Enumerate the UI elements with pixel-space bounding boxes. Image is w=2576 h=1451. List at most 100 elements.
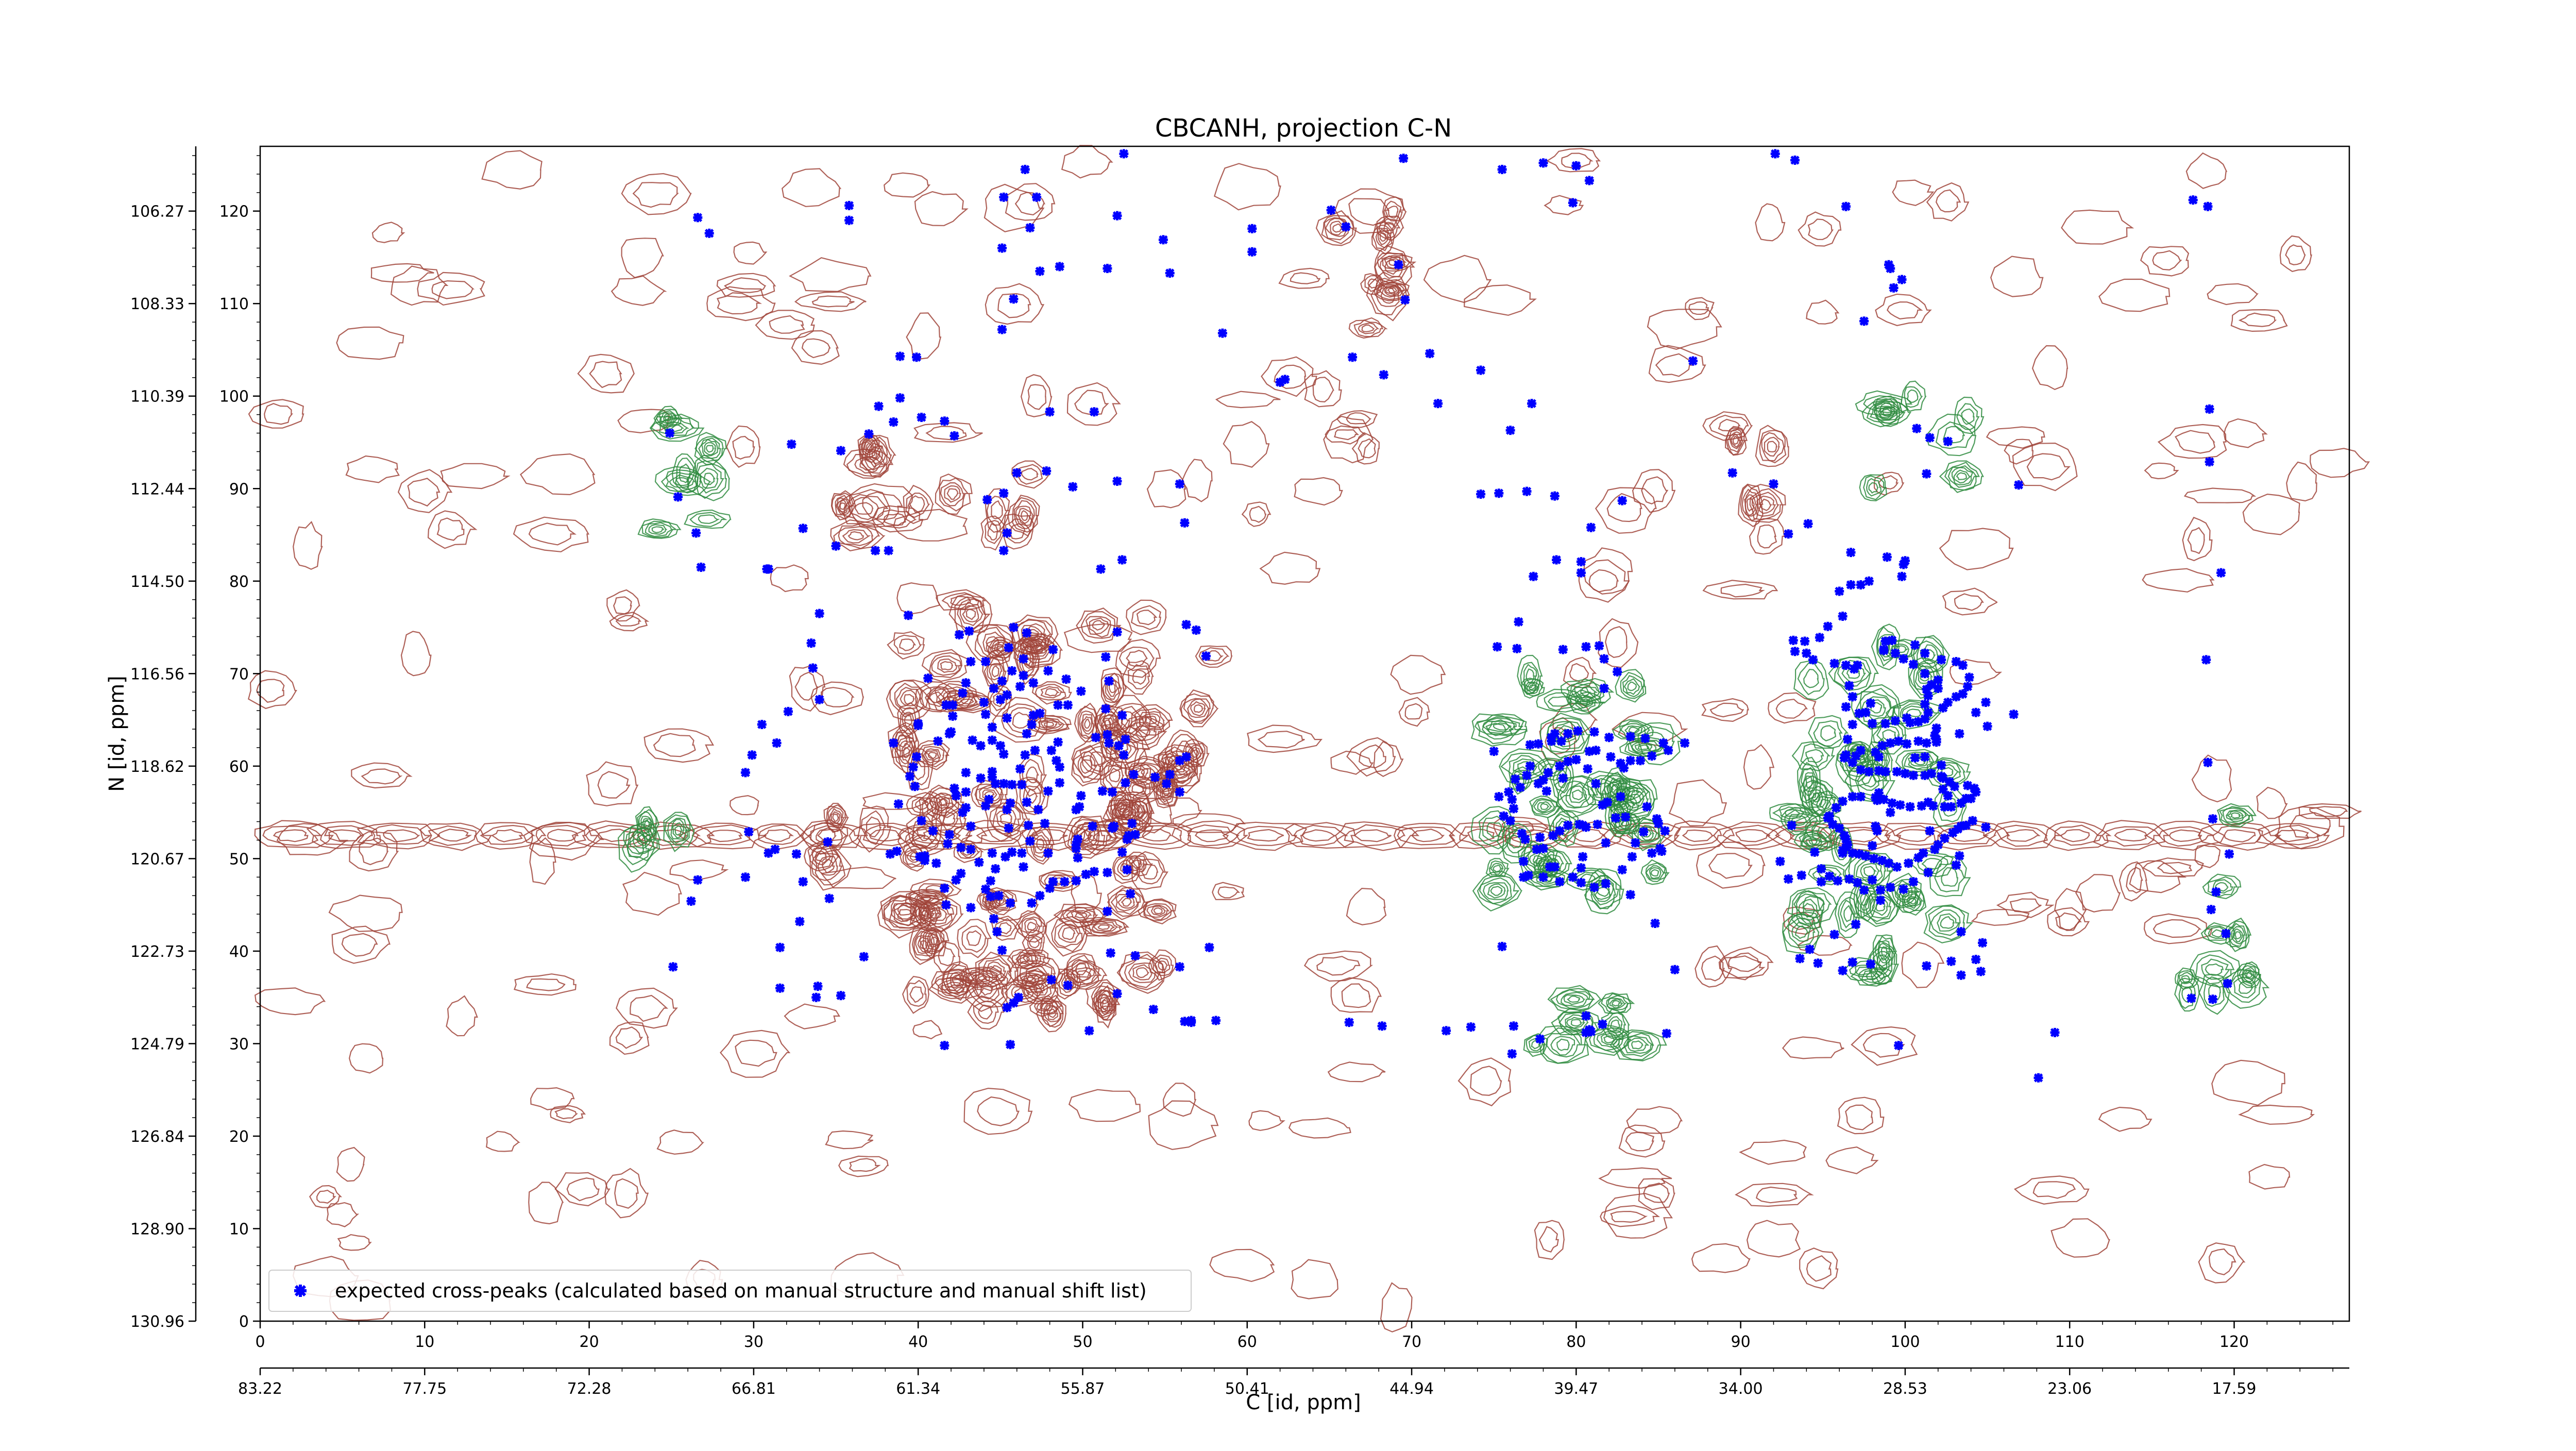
contour-line [909,927,940,965]
cross-peak-point [1515,783,1525,792]
cross-peak-point [1976,967,1986,976]
cross-peak-point [1938,773,1948,783]
contour-line [1212,882,1245,900]
contour-line [2248,1163,2291,1190]
contour-line [1017,508,1032,524]
points-layer [665,149,2234,1083]
cross-peak-point [1175,962,1184,972]
contour-line [1795,925,1809,939]
contour-line [1247,829,1284,842]
contour-line [547,829,579,842]
cross-peak-point [1920,714,1930,724]
cross-peak-point [1584,176,1594,185]
cross-peak-point [997,946,1007,955]
cross-peak-point [1476,490,1486,499]
cross-peak-point [1923,868,1933,878]
contour-line [1103,760,1129,789]
cross-peak-point [1009,294,1019,304]
contour-line [977,955,1012,989]
contour-line [1691,1243,1751,1273]
cross-peak-point [1823,813,1833,823]
contour-line [1131,851,1168,890]
cross-peak-point [1043,848,1053,858]
contour-line [1015,505,1035,527]
cross-peak-point [1341,222,1351,232]
contour-line [1759,430,1787,464]
contour-line [1071,874,1103,915]
contour-line [1812,866,1842,883]
cross-peak-point [1963,781,1973,790]
cross-peak-point [987,735,997,745]
y-tick-label: 110 [219,295,249,313]
contour-line [2212,879,2234,894]
cross-peak-point [1823,621,1833,631]
contour-line [621,238,664,278]
contour-line [2157,862,2193,874]
cross-peak-point [1581,1011,1591,1021]
contour-line [978,1004,993,1020]
contour-line [1160,784,1174,803]
contour-line [1105,729,1122,753]
contour-line [1108,703,1147,739]
cross-peak-point [1106,948,1115,958]
cross-peak-point [1680,738,1690,748]
contour-line [929,691,946,703]
cross-peak-point [1591,746,1601,755]
cross-peak-point [1784,529,1793,539]
contour-line [1107,886,1145,917]
cross-peak-point [1533,739,1543,749]
contour-line [1195,829,1229,842]
cross-peak-point [1028,711,1038,720]
cross-peak-point [931,858,941,868]
contour-line [1071,735,1124,780]
cross-peak-point [1084,1026,1094,1036]
cross-peak-point [770,845,780,854]
contour-line [733,241,768,265]
y-ppm-tick-label: 106.27 [130,203,184,221]
cross-peak-point [1571,755,1581,765]
cross-peak-point [1400,295,1410,305]
cross-peak-point [884,546,893,555]
cross-peak-point [1978,938,1987,948]
cross-peak-point [1043,786,1053,796]
contour-line [975,978,999,1000]
cross-peak-point [815,609,824,618]
contour-line [1066,382,1121,426]
cross-peak-point [1923,797,1933,807]
cross-peak-point [1523,870,1533,880]
cross-peak-point [1887,635,1897,645]
cross-peak-point [946,727,956,737]
cross-peak-point [1538,843,1548,853]
contour-line [2194,845,2221,868]
y-axis-ppm: 130.96128.90126.84124.79122.73120.67118.… [130,146,197,1331]
cross-peak-point [1835,586,1844,596]
contour-line [2234,931,2242,939]
contour-line [2207,283,2259,306]
contour-line [1076,970,1092,982]
cross-peak-point [1966,794,1976,803]
contour-line [1567,996,1580,1003]
contour-line [1904,893,1921,909]
contour-line [1101,717,1114,734]
contour-line [913,892,939,904]
cross-peak-point [1930,845,1940,854]
cross-peak-point [987,767,997,777]
contour-line [991,915,1022,941]
contour-line [621,831,650,866]
contour-line [1803,896,1825,912]
contour-line [2195,954,2235,985]
cross-peak-point [928,826,938,836]
contour-line [2129,860,2187,893]
contour-line [957,919,992,958]
contour-line [1077,754,1098,779]
cross-peak-point [1928,801,1938,811]
cross-peak-point [1887,798,1897,808]
cross-peak-point [1937,761,1946,770]
y-tick-label: 120 [219,203,249,221]
contour-line [667,817,690,844]
contour-line [843,494,889,524]
contour-line [1151,954,1174,976]
contour-line [1479,877,1513,904]
cross-peak-point [912,752,921,762]
contour-line [897,908,914,922]
